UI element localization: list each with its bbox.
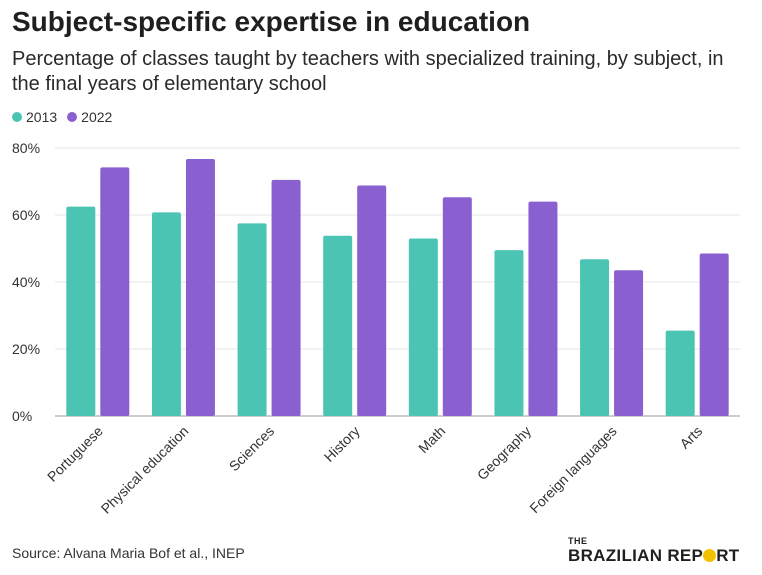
y-tick-label: 80%	[12, 140, 40, 156]
x-tick-label: Physical education	[98, 423, 192, 517]
bar-2022-sciences	[271, 179, 301, 416]
brand-logo: THE BRAZILIAN REP RT	[568, 536, 754, 566]
x-tick-label: Sciences	[226, 423, 277, 474]
legend: 2013 2022	[12, 109, 122, 125]
bar-2013-sciences	[237, 223, 267, 416]
bar-2022-portuguese	[100, 167, 130, 416]
y-tick-label: 20%	[12, 341, 40, 357]
legend-swatch-2013	[12, 112, 22, 122]
bar-2013-portuguese	[66, 206, 96, 416]
brand-logo-top: THE	[568, 536, 588, 546]
brand-logo-main-pre: BRAZILIAN REP	[568, 546, 704, 565]
bar-2022-foreign-languages	[614, 270, 644, 416]
chart-subtitle: Percentage of classes taught by teachers…	[12, 48, 724, 95]
bar-2022-history	[357, 185, 387, 416]
bar-2022-math	[442, 197, 472, 416]
bar-2013-foreign-languages	[580, 259, 610, 416]
bar-layer	[66, 159, 729, 416]
legend-label-2022: 2022	[81, 109, 113, 125]
y-tick-label: 40%	[12, 274, 40, 290]
bar-2013-physical-education	[151, 212, 181, 416]
bar-2013-math	[408, 238, 438, 416]
x-tick-label: Arts	[676, 423, 705, 452]
bar-2013-history	[323, 235, 353, 416]
chart-title: Subject-specific expertise in education	[12, 6, 531, 37]
x-tick-label: Portuguese	[44, 423, 106, 485]
bar-2022-physical-education	[185, 159, 215, 416]
brand-logo-main-post: RT	[716, 546, 740, 565]
x-tick-label: History	[321, 423, 363, 465]
x-tick-label: Geography	[474, 423, 534, 483]
bar-2022-geography	[528, 201, 558, 416]
legend-item-2022: 2022	[67, 109, 112, 125]
bar-2013-arts	[665, 330, 695, 416]
brand-logo-main: BRAZILIAN REP RT	[568, 546, 754, 566]
x-tick-label: Math	[415, 423, 448, 456]
y-tick-label: 60%	[12, 207, 40, 223]
bar-2013-geography	[494, 250, 524, 416]
legend-item-2013: 2013	[12, 109, 57, 125]
x-tick-label: Foreign languages	[526, 423, 619, 516]
brand-logo-o-icon	[703, 549, 717, 562]
source-note: Source: Alvana Maria Bof et al., INEP	[12, 545, 245, 561]
legend-swatch-2022	[67, 112, 78, 122]
legend-label-2013: 2013	[26, 109, 58, 125]
bar-2022-arts	[699, 253, 729, 416]
y-tick-label: 0%	[12, 408, 32, 424]
